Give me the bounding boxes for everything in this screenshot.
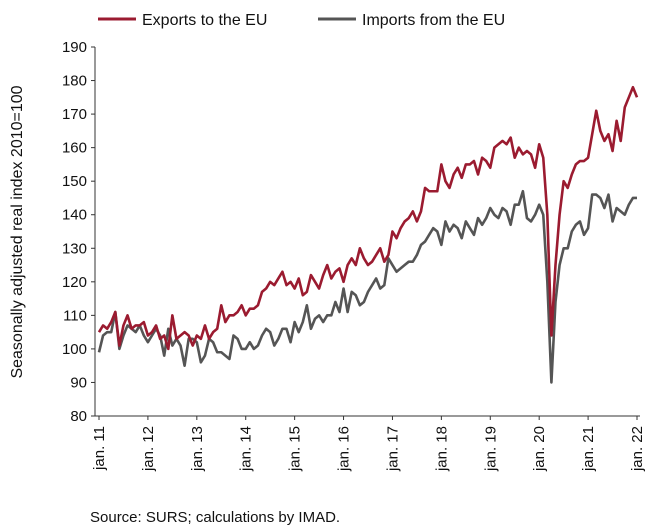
y-tick-label: 110 xyxy=(63,307,87,324)
y-tick-label: 180 xyxy=(62,73,87,90)
y-tick-label: 130 xyxy=(62,240,87,257)
x-tick-label: jan. 18 xyxy=(433,426,450,472)
x-tick-label: jan. 19 xyxy=(482,426,499,472)
y-tick-label: 170 xyxy=(62,106,87,123)
source-note: Source: SURS; calculations by IMAD. xyxy=(90,509,340,526)
y-tick-label: 190 xyxy=(62,39,87,56)
x-tick-label: jan. 13 xyxy=(189,426,206,472)
y-tick-label: 120 xyxy=(62,274,87,291)
legend-label: Imports from the EU xyxy=(362,12,505,29)
y-tick-label: 140 xyxy=(62,207,87,224)
y-tick-label: 80 xyxy=(70,408,87,425)
y-tick-label: 160 xyxy=(62,140,87,157)
series-line xyxy=(97,189,637,384)
x-tick-label: jan. 12 xyxy=(140,426,157,472)
series-line xyxy=(97,85,639,351)
x-tick-label: jan. 15 xyxy=(287,426,304,472)
y-tick-label: 90 xyxy=(70,374,87,391)
legend-label: Exports to the EU xyxy=(142,12,267,29)
x-tick-label: jan. 11 xyxy=(91,426,108,471)
y-tick-label: 150 xyxy=(62,173,87,190)
x-tick-label: jan. 14 xyxy=(238,426,255,472)
x-tick-label: jan. 20 xyxy=(531,426,548,472)
y-axis-label: Seasonally adjusted real index 2010=100 xyxy=(9,85,26,378)
x-tick-label: jan. 17 xyxy=(384,426,401,472)
x-tick-label: jan. 21 xyxy=(580,426,597,472)
x-tick-label: jan. 22 xyxy=(629,426,646,472)
x-tick-label: jan. 16 xyxy=(336,426,353,472)
y-tick-label: 100 xyxy=(62,341,87,358)
